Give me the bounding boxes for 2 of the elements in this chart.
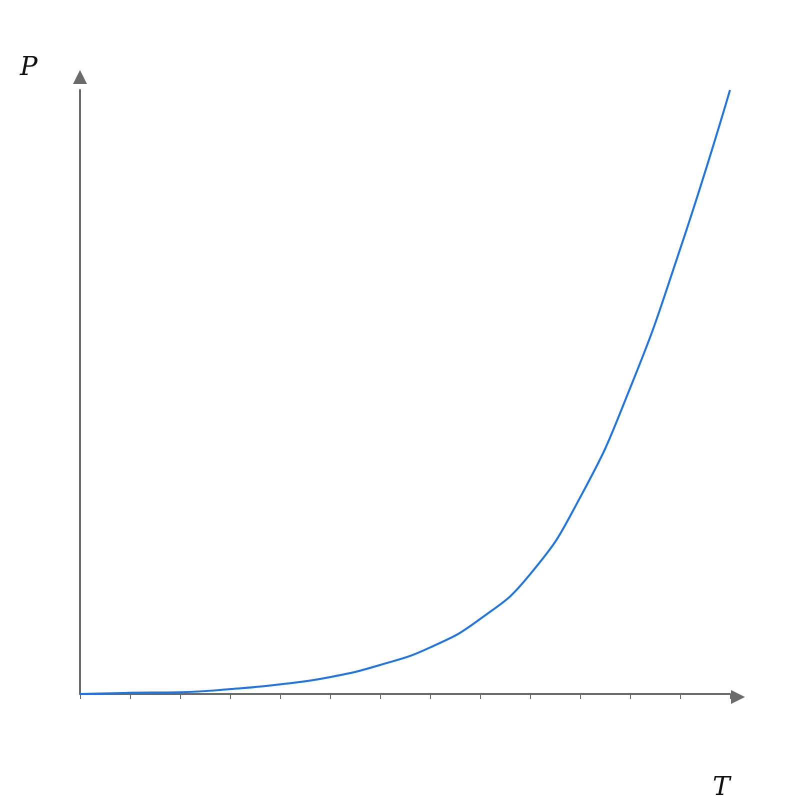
y-axis-title: P	[19, 52, 38, 82]
x-axis-title: T	[712, 772, 732, 800]
